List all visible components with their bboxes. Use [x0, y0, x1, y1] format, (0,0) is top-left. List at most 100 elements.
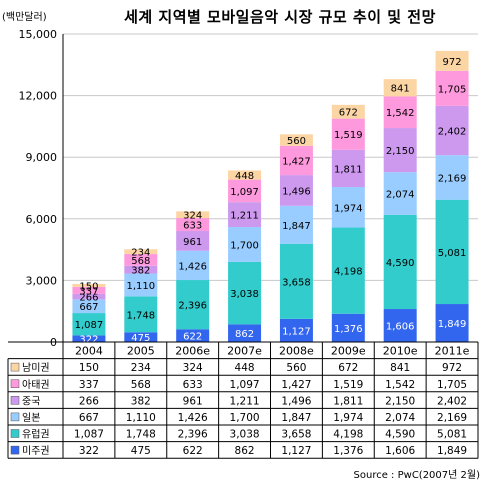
bar-segment — [383, 128, 417, 173]
bar-value-label: 972 — [443, 57, 462, 68]
table-cell-value: 234 — [131, 362, 151, 374]
table-cell-value: 4,198 — [333, 429, 363, 441]
bar-value-label: 324 — [183, 211, 202, 222]
table-cell-value: 1,110 — [126, 412, 156, 424]
bar-value-label: 672 — [339, 108, 358, 119]
bar-value-label: 1,097 — [230, 187, 259, 198]
table-cell-value: 1,748 — [126, 429, 156, 441]
legend-swatch — [10, 412, 20, 422]
legend-label: 유럽권 — [22, 429, 50, 441]
table-cell-value: 1,542 — [385, 379, 415, 391]
bar-value-label: 1,700 — [230, 240, 259, 251]
bar-value-label: 2,150 — [386, 146, 415, 157]
bar-segment — [176, 250, 210, 281]
bar-segment — [279, 318, 313, 342]
bar-segment — [331, 104, 365, 119]
table-cell-value: 1,127 — [281, 445, 311, 457]
bar-value-label: 2,169 — [438, 173, 467, 184]
bar-value-label: 961 — [183, 237, 202, 248]
bar-segment — [228, 202, 262, 228]
bar-value-label: 1,811 — [334, 164, 363, 175]
table-cell-value: 667 — [79, 412, 99, 424]
bar-segment — [331, 149, 365, 188]
bar-segment — [279, 134, 313, 146]
bar-segment — [228, 170, 262, 180]
table-cell-value: 1,097 — [230, 379, 260, 391]
table-cell-value: 1,811 — [333, 395, 363, 407]
bar-value-label: 1,496 — [282, 186, 311, 197]
x-tick-label: 2011e — [435, 345, 470, 358]
table-cell-value: 568 — [131, 379, 151, 391]
bar-value-label: 2,074 — [386, 189, 415, 200]
table-cell-value: 2,396 — [178, 429, 208, 441]
legend-label: 일본 — [22, 412, 40, 424]
table-cell-value: 324 — [183, 362, 203, 374]
bar-value-label: 234 — [131, 248, 150, 259]
bar-value-label: 2,396 — [178, 301, 207, 312]
table-cell-value: 633 — [183, 379, 203, 391]
bar-value-label: 1,127 — [282, 326, 311, 337]
table-cell-value: 1,087 — [74, 429, 104, 441]
table-cell-value: 5,081 — [437, 429, 467, 441]
bar-segment — [228, 227, 262, 262]
bar-value-label: 1,427 — [282, 156, 311, 167]
table-cell-value: 3,038 — [230, 429, 260, 441]
y-unit-label: (백만달러) — [2, 12, 47, 23]
table-cell-value: 1,519 — [333, 379, 363, 391]
table-cell-value: 150 — [79, 362, 99, 374]
bar-segment — [331, 118, 365, 150]
bar-value-label: 1,974 — [334, 203, 363, 214]
bar-value-label: 1,849 — [438, 319, 467, 330]
bar-value-label: 1,376 — [334, 324, 363, 335]
x-tick-label: 2004 — [75, 345, 103, 358]
table-cell-value: 961 — [183, 395, 203, 407]
legend-label: 중국 — [22, 395, 40, 407]
x-tick-label: 2010e — [383, 345, 418, 358]
bar-value-label: 1,542 — [386, 108, 415, 119]
bar-segment — [228, 179, 262, 203]
x-tick-label: 2008e — [279, 345, 314, 358]
table-cell-value: 2,150 — [385, 395, 415, 407]
legend-swatch — [10, 362, 20, 372]
x-tick-label: 2009e — [331, 345, 366, 358]
bar-segment — [228, 324, 262, 342]
bar-segment — [331, 227, 365, 314]
bar-segment — [279, 175, 313, 206]
bar-value-label: 1,426 — [178, 261, 207, 272]
bar-segment — [72, 335, 106, 342]
table-cell-value: 1,974 — [333, 412, 363, 424]
x-tick-label: 2005 — [127, 345, 155, 358]
bar-segment — [331, 187, 365, 228]
table-cell-value: 4,590 — [385, 429, 415, 441]
bar-segment — [435, 70, 469, 106]
bar-value-label: 475 — [131, 333, 150, 344]
bar-segment — [124, 249, 158, 255]
bar-value-label: 841 — [391, 84, 410, 95]
bar-segment — [279, 243, 313, 319]
table-cell-value: 672 — [338, 362, 358, 374]
bar-segment — [435, 199, 469, 305]
bar-segment — [435, 155, 469, 200]
table-cell-value: 2,169 — [437, 412, 467, 424]
table-cell-value: 1,211 — [230, 395, 260, 407]
table-cell-value: 2,402 — [437, 395, 467, 407]
bar-segment — [72, 283, 106, 287]
bar-value-label: 5,081 — [438, 248, 467, 259]
bar-segment — [124, 332, 158, 342]
bar-segment — [124, 273, 158, 297]
table-cell-value: 1,496 — [281, 395, 311, 407]
table-cell-value: 560 — [286, 362, 306, 374]
bar-segment — [124, 296, 158, 333]
table-cell-value: 1,606 — [385, 445, 415, 457]
bar-value-label: 1,748 — [126, 310, 155, 321]
bar-value-label: 3,038 — [230, 289, 259, 300]
bar-segment — [176, 329, 210, 342]
table-cell-value: 475 — [131, 445, 151, 457]
bar-segment — [383, 172, 417, 215]
table-cell-value: 2,074 — [385, 412, 415, 424]
bar-value-label: 560 — [287, 136, 306, 147]
table-cell-value: 382 — [131, 395, 151, 407]
table-cell-value: 448 — [235, 362, 255, 374]
